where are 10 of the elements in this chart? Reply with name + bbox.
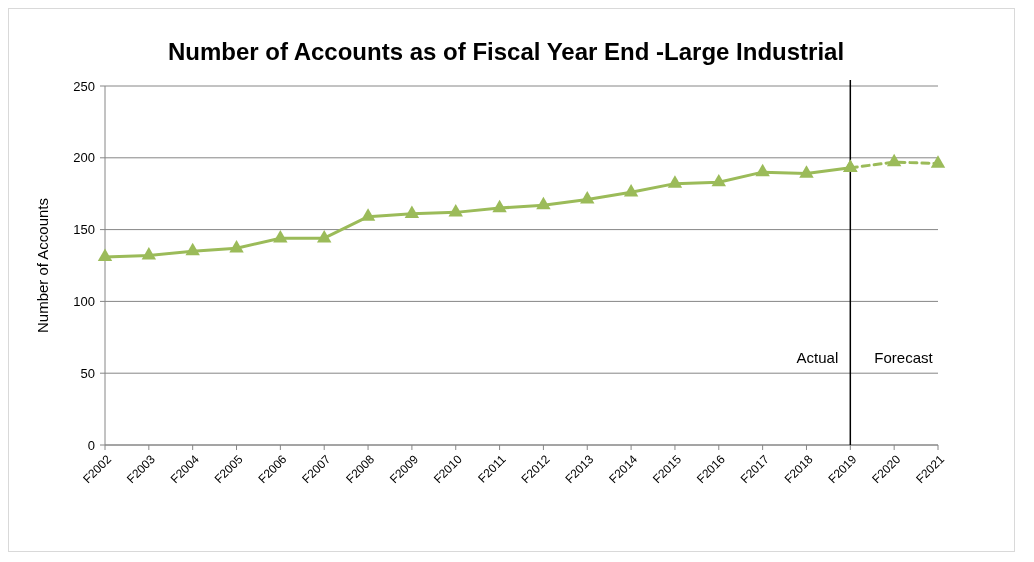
y-axis-title: Number of Accounts [34,197,51,334]
y-tick-label: 50 [80,365,95,381]
chart-title: Number of Accounts as of Fiscal Year End -Large Industrial [167,38,845,65]
y-tick-label: 250 [73,78,95,94]
y-tick-label: 100 [73,293,95,309]
y-tick-label: 150 [73,222,95,238]
y-tick-label: 0 [87,437,95,453]
annotation: Actual [796,349,839,367]
y-tick-label: 200 [73,150,95,166]
annotation: Forecast [874,349,934,367]
